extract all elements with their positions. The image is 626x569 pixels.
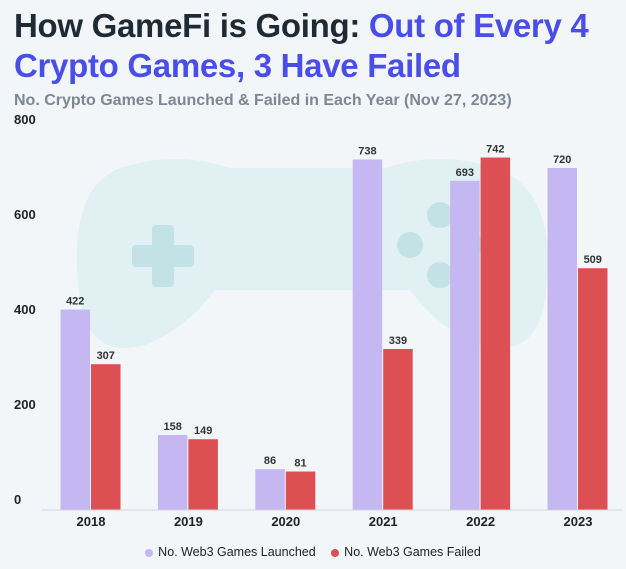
x-tick-label: 2021	[369, 514, 398, 529]
bar-2020-launched	[255, 469, 285, 510]
gamepad-button-3	[397, 232, 423, 258]
title-main: How GameFi is Going:	[14, 7, 369, 44]
legend-swatch-failed	[331, 548, 340, 557]
legend-label-failed: No. Web3 Games Failed	[344, 545, 481, 559]
data-label: 86	[264, 455, 276, 467]
gamepad-button-2	[427, 262, 453, 288]
x-tick-label: 2020	[271, 514, 300, 529]
y-tick-label: 800	[14, 112, 36, 127]
x-axis: 2018 2019 2020 2021 2022 2023	[42, 509, 622, 529]
legend-label-launched: No. Web3 Games Launched	[158, 545, 316, 559]
data-label: 720	[553, 154, 571, 166]
data-label: 509	[584, 254, 602, 266]
x-tick-label: 2022	[466, 514, 495, 529]
bar-2023-launched	[547, 168, 577, 510]
gamepad-button-0	[427, 202, 453, 228]
y-tick-label: 400	[14, 302, 36, 317]
x-tick-label: 2023	[564, 514, 593, 529]
bar-2018-launched	[60, 309, 90, 510]
y-tick-label: 200	[14, 397, 36, 412]
data-label: 738	[358, 145, 376, 157]
data-label: 339	[389, 335, 407, 347]
bar-2019-launched	[157, 434, 188, 510]
y-tick-label: 600	[14, 207, 36, 222]
y-axis: 0 200 400 600 800	[14, 112, 36, 507]
legend-item-failed: No. Web3 Games Failed	[331, 545, 481, 559]
x-tick-label: 2019	[174, 514, 203, 529]
bar-2023-failed	[578, 268, 608, 510]
data-label: 149	[194, 425, 212, 437]
bars: 422 307 158 149 86 81 738 339 693 742 720 509	[60, 144, 608, 511]
data-label: 742	[486, 144, 504, 156]
data-label: 81	[294, 458, 306, 470]
gamepad-dpad-h	[132, 245, 194, 267]
bar-2022-failed	[480, 157, 511, 511]
title-accent: Out of Every 4 Crypto Games, 3 Have Fail…	[14, 7, 589, 84]
bar-2021-launched	[352, 159, 383, 510]
chart-title: How GameFi is Going: Out of Every 4 Cryp…	[14, 6, 618, 86]
bar-2018-failed	[91, 364, 121, 510]
data-label: 693	[456, 167, 474, 179]
legend-swatch-launched	[145, 548, 154, 557]
bar-2020-failed	[285, 471, 316, 510]
bar-chart: 0 200 400 600 800 422 307 158 149 86 81 738 339 693 7…	[14, 112, 622, 529]
data-label: 307	[97, 350, 115, 362]
y-tick-label: 0	[14, 492, 21, 507]
gamepad-body	[76, 159, 548, 348]
legend-item-launched: No. Web3 Games Launched	[145, 545, 316, 559]
chart-subtitle: No. Crypto Games Launched & Failed in Ea…	[14, 92, 512, 109]
data-label: 422	[66, 296, 84, 308]
legend: No. Web3 Games Launched No. Web3 Games F…	[0, 545, 626, 559]
bar-2022-launched	[450, 180, 480, 510]
data-label: 158	[163, 421, 181, 433]
bar-2021-failed	[383, 348, 413, 510]
x-tick-label: 2018	[77, 514, 106, 529]
bar-2019-failed	[188, 439, 218, 510]
